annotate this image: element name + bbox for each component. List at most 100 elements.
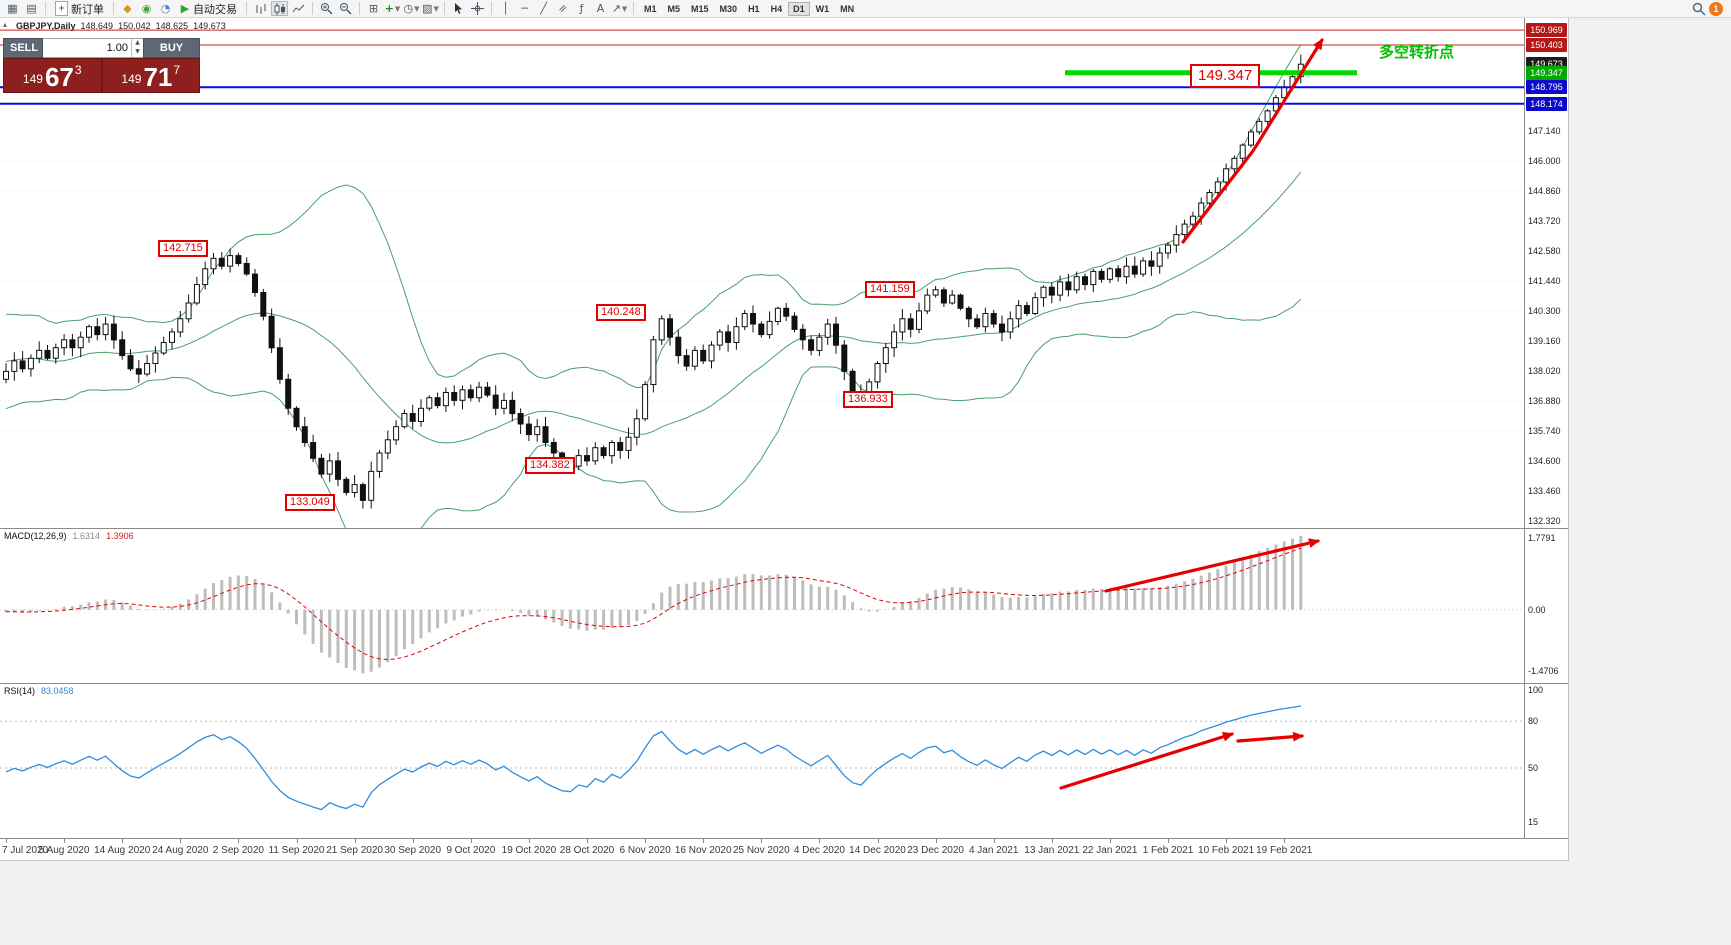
price-axis-label: 147.140 — [1528, 125, 1561, 136]
date-tick — [993, 839, 995, 843]
periods-icon[interactable]: ◷ ▼ — [403, 2, 420, 15]
autotrade-play-ic: ▶ — [180, 2, 190, 15]
sell-button[interactable]: SELL — [3, 38, 43, 58]
date-label: 14 Dec 2020 — [849, 845, 906, 856]
buy-price[interactable]: 149 71 7 — [101, 58, 200, 93]
timeframe-d1[interactable]: D1 — [788, 1, 810, 16]
price-axis-label: 134.600 — [1528, 455, 1561, 466]
new-order-icon: + — [55, 1, 68, 16]
price-annotation[interactable]: 136.933 — [843, 391, 893, 408]
spinner-up-icon[interactable]: ▲ — [135, 39, 140, 46]
zoom-out-icon[interactable] — [337, 1, 354, 16]
templates-icon[interactable]: ▧ ▼ — [422, 2, 439, 15]
text-icon[interactable]: A — [596, 2, 605, 15]
price-axis-label: 138.020 — [1528, 365, 1561, 376]
volume-input[interactable]: 1.00 ▲ ▼ — [43, 38, 143, 58]
cursor-icon[interactable] — [450, 1, 467, 16]
timeframe-mn[interactable]: MN — [835, 2, 859, 16]
ohlc-high: 150.042 — [118, 21, 151, 31]
one-click-toggle-icon[interactable]: ▴ — [3, 20, 8, 29]
signals-icon[interactable]: ◉ — [141, 2, 152, 15]
new-order-button[interactable]: + 新订单 — [51, 1, 108, 16]
market-icon[interactable]: ◆ — [123, 2, 132, 15]
chevron-down-icon: ▼ — [414, 4, 420, 13]
price-axis-label: 143.720 — [1528, 215, 1561, 226]
sell-price-prefix: 149 — [22, 72, 43, 86]
timeframe-h4[interactable]: H4 — [766, 2, 788, 16]
price-tag: 149.347 — [1526, 65, 1567, 80]
channel-icon[interactable]: = — [554, 0, 571, 17]
date-label: 5 Aug 2020 — [38, 845, 90, 856]
date-label: 24 Aug 2020 — [152, 845, 209, 856]
turning-point-label[interactable]: 多空转折点 — [1379, 44, 1455, 61]
candlestick-chart-icon[interactable] — [271, 1, 288, 16]
crosshair-icon[interactable] — [469, 1, 486, 16]
price-annotation[interactable]: 133.049 — [285, 494, 335, 511]
line-chart-icon[interactable] — [290, 1, 307, 16]
macd-axis[interactable]: 1.7791 0.00 -1.4706 — [1524, 528, 1568, 683]
date-tick — [6, 839, 7, 843]
timeframe-m15[interactable]: M15 — [686, 2, 714, 16]
date-tick — [180, 839, 182, 843]
price-annotation[interactable]: 141.159 — [865, 281, 915, 298]
chart-window: ▴ GBPJPY,Daily 148.649 150.042 148.625 1… — [0, 18, 1569, 861]
price-axis-label: 144.860 — [1528, 185, 1561, 196]
price-chart-panel[interactable]: ▴ GBPJPY,Daily 148.649 150.042 148.625 1… — [0, 18, 1524, 528]
arrows-icon[interactable]: ↗ ▼ — [611, 2, 628, 15]
price-axis-label: 146.000 — [1528, 155, 1561, 166]
search-icon[interactable] — [1690, 1, 1707, 16]
date-label: 14 Aug 2020 — [94, 845, 151, 856]
date-tick — [122, 839, 124, 843]
rsi-name: RSI(14) — [4, 686, 36, 696]
sell-price[interactable]: 149 67 3 — [3, 58, 102, 93]
toolbar-separator — [312, 2, 313, 15]
timeframe-m30[interactable]: M30 — [715, 2, 743, 16]
sell-price-big: 67 — [44, 62, 74, 92]
horizontal-line-icon[interactable]: ─ — [521, 2, 528, 15]
timeframe-m5[interactable]: M5 — [663, 2, 686, 16]
macd-signal-value: 1.3906 — [106, 531, 134, 541]
notification-badge[interactable]: 1 — [1709, 1, 1723, 16]
vertical-line-icon[interactable]: │ — [502, 2, 509, 15]
buy-button[interactable]: BUY — [143, 38, 200, 58]
symbol-name: GBPJPY,Daily — [16, 21, 76, 31]
rsi-panel[interactable]: RSI(14) 83.0458 — [0, 683, 1524, 838]
date-axis[interactable]: 7 Jul 2020 5 Aug 2020 14 Aug 2020 24 Aug 20… — [0, 838, 1568, 860]
bar-chart-icon[interactable] — [252, 1, 269, 16]
indicators-icon[interactable]: + ▼ — [384, 2, 401, 15]
price-axis-label: 133.460 — [1528, 485, 1561, 496]
date-tick — [238, 839, 240, 843]
chart-profiles-icon[interactable]: ▤ — [26, 2, 37, 15]
fibonacci-icon[interactable]: ƒ — [579, 2, 584, 15]
price-axis[interactable]: 147.140 146.000 144.860 143.720 142.580 141.4… — [1524, 18, 1568, 528]
zoom-in-icon[interactable] — [318, 1, 335, 16]
chevron-down-icon: ▼ — [433, 4, 439, 13]
timeframe-h1[interactable]: H1 — [743, 2, 765, 16]
autotrade-label: 自动交易 — [193, 3, 237, 16]
trendline-icon[interactable]: ╱ — [540, 2, 547, 15]
autotrade-button[interactable]: ▶ 自动交易 — [176, 1, 241, 16]
rsi-axis[interactable]: 100 80 50 15 — [1524, 683, 1568, 838]
date-label: 4 Jan 2021 — [968, 845, 1019, 856]
timeframe-w1[interactable]: W1 — [811, 2, 835, 16]
toolbar-separator — [246, 2, 247, 15]
price-annotation[interactable]: 142.715 — [158, 240, 208, 257]
toolbar-separator — [491, 2, 492, 15]
date-tick — [877, 839, 879, 843]
price-annotation[interactable]: 134.382 — [525, 457, 575, 474]
volume-spinner[interactable]: ▲ ▼ — [131, 39, 143, 57]
new-chart-icon[interactable]: ▦ — [7, 2, 18, 15]
tile-windows-icon[interactable]: ⊞ — [368, 2, 379, 15]
rsi-axis-label: 50 — [1528, 763, 1539, 773]
price-annotation[interactable]: 149.347 — [1190, 64, 1261, 88]
date-label: 19 Oct 2020 — [501, 845, 557, 856]
volume-value: 1.00 — [106, 42, 128, 54]
vps-icon[interactable]: ◔ — [160, 2, 171, 15]
date-label: 16 Nov 2020 — [674, 845, 732, 856]
price-axis-label: 136.880 — [1528, 395, 1561, 406]
spinner-down-icon[interactable]: ▼ — [135, 48, 140, 55]
macd-panel[interactable]: MACD(12,26,9) 1.6314 1.3906 — [0, 528, 1524, 683]
price-annotation[interactable]: 140.248 — [596, 304, 646, 321]
price-tag: 150.403 — [1526, 38, 1567, 53]
timeframe-m1[interactable]: M1 — [639, 2, 662, 16]
